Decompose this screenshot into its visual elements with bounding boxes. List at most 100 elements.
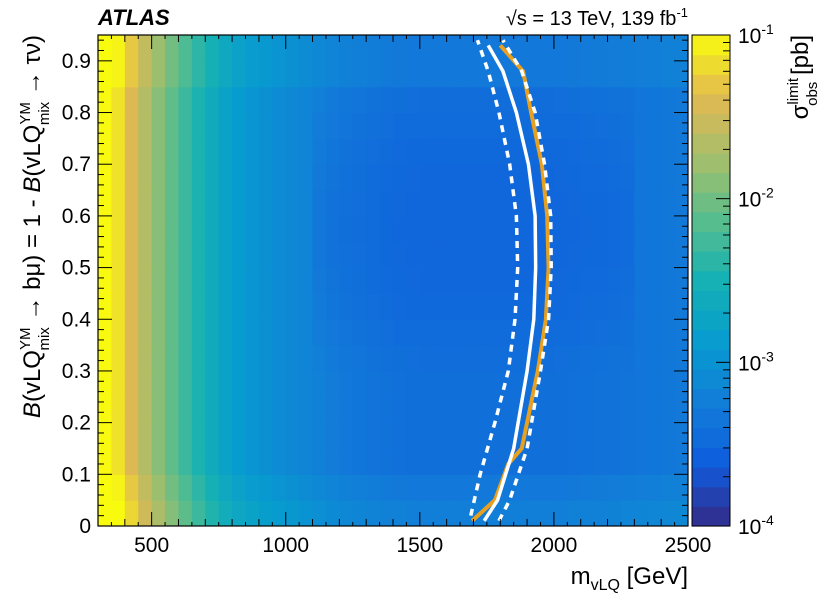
heatmap-cell bbox=[151, 35, 166, 62]
heatmap-cell bbox=[325, 190, 340, 217]
heatmap-cell bbox=[594, 35, 609, 62]
heatmap-cell bbox=[607, 267, 622, 295]
heatmap-cell bbox=[540, 112, 555, 139]
heatmap-cell bbox=[138, 500, 153, 526]
heatmap-cell bbox=[178, 241, 193, 269]
heatmap-cell bbox=[634, 86, 649, 114]
heatmap-cell bbox=[232, 474, 247, 501]
heatmap-cell bbox=[138, 293, 153, 320]
heatmap-cell bbox=[460, 319, 475, 346]
heatmap-cell bbox=[674, 422, 688, 450]
heatmap-cell bbox=[325, 293, 340, 320]
heatmap-cell bbox=[567, 86, 582, 114]
heatmap-cell bbox=[285, 215, 300, 243]
contour-white-dashed bbox=[497, 39, 553, 522]
heatmap-cell bbox=[325, 60, 340, 88]
x-tick-label: 2000 bbox=[531, 534, 578, 557]
heatmap-cell bbox=[594, 396, 609, 424]
heatmap-cell bbox=[191, 138, 206, 165]
heatmap-cell bbox=[205, 215, 220, 243]
heatmap-cell bbox=[352, 396, 367, 424]
heatmap-cell bbox=[661, 35, 676, 62]
heatmap-cell bbox=[272, 241, 287, 269]
heatmap-cell bbox=[366, 370, 381, 398]
heatmap-cell bbox=[312, 164, 327, 191]
heatmap-cell bbox=[661, 422, 676, 450]
heatmap-cell bbox=[647, 345, 662, 372]
heatmap-cell bbox=[98, 319, 113, 346]
heatmap-cell bbox=[446, 422, 461, 450]
heatmap-cell bbox=[98, 448, 113, 475]
heatmap-cell bbox=[634, 345, 649, 372]
heatmap-cell bbox=[339, 267, 354, 295]
heatmap-cell bbox=[205, 293, 220, 320]
heatmap-cell bbox=[218, 164, 233, 191]
heatmap-cell bbox=[325, 138, 340, 165]
heatmap-cell bbox=[151, 215, 166, 243]
heatmap-cell bbox=[460, 164, 475, 191]
heatmap-cell bbox=[647, 112, 662, 139]
heatmap-cell bbox=[433, 241, 448, 269]
heatmap-cell bbox=[218, 241, 233, 269]
heatmap-cell bbox=[553, 60, 568, 88]
heatmap-cell bbox=[178, 35, 193, 62]
heatmap-cell bbox=[232, 422, 247, 450]
heatmap-cell bbox=[393, 319, 408, 346]
heatmap-cell bbox=[553, 241, 568, 269]
heatmap-cell bbox=[325, 396, 340, 424]
heatmap-cell bbox=[661, 293, 676, 320]
heatmap-cell bbox=[379, 448, 394, 475]
heatmap-cell bbox=[312, 241, 327, 269]
heatmap-cell bbox=[218, 448, 233, 475]
heatmap-cell bbox=[165, 448, 180, 475]
heatmap-cell bbox=[433, 422, 448, 450]
heatmap-cell bbox=[191, 319, 206, 346]
heatmap-cell bbox=[352, 86, 367, 114]
heatmap-cell bbox=[325, 86, 340, 114]
heatmap-cell bbox=[406, 267, 421, 295]
heatmap-cell bbox=[419, 319, 434, 346]
y-axis-title: B(vLQYM mix → bμ) = 1 - B(vLQYM mix → τν) bbox=[17, 35, 53, 418]
heatmap-cell bbox=[567, 215, 582, 243]
heatmap-cell bbox=[634, 164, 649, 191]
heatmap-cell bbox=[339, 422, 354, 450]
heatmap-cell bbox=[191, 112, 206, 139]
heatmap-cell bbox=[299, 319, 314, 346]
heatmap-cell bbox=[460, 215, 475, 243]
heatmap-cell bbox=[580, 422, 595, 450]
heatmap-cell bbox=[379, 112, 394, 139]
heatmap-cell bbox=[393, 215, 408, 243]
heatmap-cell bbox=[379, 190, 394, 217]
heatmap-cell bbox=[647, 396, 662, 424]
heatmap-cell bbox=[258, 370, 273, 398]
heatmap-cell bbox=[607, 112, 622, 139]
heatmap-cell bbox=[299, 164, 314, 191]
heatmap-cell bbox=[553, 500, 568, 526]
colorbar-step bbox=[692, 93, 730, 115]
heatmap-cell bbox=[366, 164, 381, 191]
heatmap-cell bbox=[473, 474, 488, 501]
heatmap-cell bbox=[111, 190, 126, 217]
heatmap-cell bbox=[580, 112, 595, 139]
heatmap-cell bbox=[312, 474, 327, 501]
heatmap-cell bbox=[594, 241, 609, 269]
heatmap-cell bbox=[473, 86, 488, 114]
colorbar-step bbox=[692, 309, 730, 331]
heatmap-cell bbox=[151, 319, 166, 346]
x-tick-label: 2500 bbox=[665, 534, 712, 557]
heatmap-cell bbox=[406, 422, 421, 450]
heatmap-cell bbox=[379, 267, 394, 295]
heatmap-cell bbox=[647, 422, 662, 450]
heatmap-cell bbox=[406, 164, 421, 191]
heatmap-cell bbox=[98, 164, 113, 191]
heatmap-cell bbox=[232, 164, 247, 191]
heatmap-cell bbox=[620, 396, 635, 424]
heatmap-cell bbox=[661, 370, 676, 398]
heatmap-cell bbox=[446, 319, 461, 346]
heatmap-cell bbox=[460, 190, 475, 217]
heatmap-cell bbox=[647, 293, 662, 320]
colorbar-step bbox=[692, 133, 730, 154]
heatmap-cell bbox=[138, 241, 153, 269]
heatmap-cell bbox=[218, 267, 233, 295]
heatmap-cell bbox=[553, 474, 568, 501]
